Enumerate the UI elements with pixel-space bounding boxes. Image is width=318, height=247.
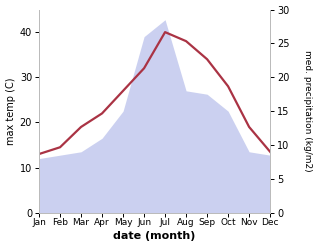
Y-axis label: med. precipitation (kg/m2): med. precipitation (kg/m2) [303,50,313,172]
X-axis label: date (month): date (month) [114,231,196,242]
Y-axis label: max temp (C): max temp (C) [5,77,16,145]
